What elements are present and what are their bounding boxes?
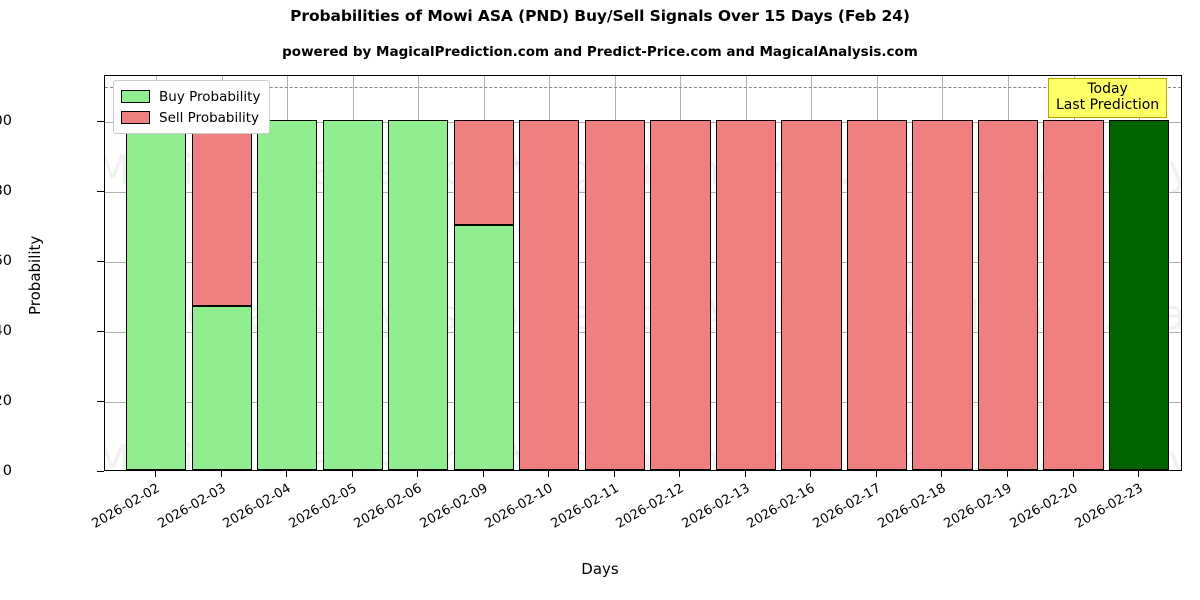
x-axis-tick-label: 2026-02-06 <box>351 481 425 532</box>
bar-segment[interactable] <box>519 119 580 470</box>
bar-group[interactable] <box>650 76 711 470</box>
x-axis-tick-label: 2026-02-23 <box>1072 481 1146 532</box>
bar-segment[interactable] <box>257 119 318 470</box>
y-axis-tick-label: 40 <box>0 322 12 339</box>
y-axis-tick-mark <box>97 330 104 332</box>
bar-segment[interactable] <box>388 119 449 470</box>
bar-segment[interactable] <box>846 119 908 470</box>
y-axis-tick-mark <box>97 120 104 122</box>
x-axis-tick-mark <box>482 471 484 477</box>
x-axis-tick-mark <box>1072 471 1074 477</box>
bar-segment[interactable] <box>977 119 1039 470</box>
chart-title: Probabilities of Mowi ASA (PND) Buy/Sell… <box>290 7 910 25</box>
x-axis-tick-mark <box>810 471 812 477</box>
bar-group[interactable] <box>977 76 1039 470</box>
x-axis-tick-mark <box>286 471 288 477</box>
x-axis-tick-label: 2026-02-12 <box>613 481 687 532</box>
bar-group[interactable] <box>453 76 514 470</box>
bar-segment[interactable] <box>781 119 842 470</box>
legend-item[interactable]: Sell Probability <box>121 107 260 128</box>
x-axis-tick-mark <box>220 471 222 477</box>
x-axis-tick-mark <box>1007 471 1009 477</box>
bar-segment[interactable] <box>453 224 514 470</box>
y-axis-tick-mark <box>97 400 104 402</box>
y-axis-tick-mark <box>97 190 104 192</box>
bar-segment[interactable] <box>125 119 187 470</box>
x-axis-tick-mark <box>679 471 681 477</box>
y-axis-tick-label: 20 <box>0 392 12 409</box>
bar-segment[interactable] <box>453 119 514 225</box>
bar-segment[interactable] <box>715 119 777 470</box>
bar-group[interactable] <box>715 76 777 470</box>
bar-group[interactable] <box>322 76 383 470</box>
x-axis-tick-label: 2026-02-18 <box>876 481 949 532</box>
bar-segment[interactable] <box>584 119 645 470</box>
bar-group[interactable] <box>257 76 318 470</box>
today-annotation: Today Last Prediction <box>1048 78 1168 119</box>
bar-group[interactable] <box>191 76 252 470</box>
limit-reference-line <box>105 86 1181 88</box>
legend-item-label: Sell Probability <box>159 109 260 126</box>
bar-group[interactable] <box>912 76 973 470</box>
x-axis-tick-mark <box>351 471 353 477</box>
bar-group[interactable] <box>1043 76 1104 470</box>
y-axis-tick-mark <box>97 471 104 472</box>
legend-item[interactable]: Buy Probability <box>121 86 260 107</box>
x-axis-tick-mark <box>744 471 746 477</box>
legend-swatch-icon <box>121 90 150 103</box>
legend: Buy Probability Sell Probability <box>113 80 271 134</box>
x-axis-tick-label: 2026-02-10 <box>482 481 556 532</box>
bar-segment[interactable] <box>1108 119 1170 470</box>
x-axis-tick-label: 2026-02-16 <box>744 481 818 532</box>
x-axis-tick-mark <box>613 471 615 477</box>
x-axis-tick-mark <box>548 471 550 477</box>
x-axis-tick-mark <box>1138 471 1140 477</box>
x-axis-label: Days <box>581 560 619 578</box>
bar-group[interactable] <box>125 76 187 470</box>
bar-segment[interactable] <box>912 119 973 470</box>
bar-segment[interactable] <box>1043 119 1104 470</box>
y-axis-tick-label: 100 <box>0 112 12 129</box>
bar-group[interactable] <box>388 76 449 470</box>
plot-area: MagicalAnalysis.comMagicalAnalysis.comMa… <box>104 75 1182 471</box>
chart-subtitle: powered by MagicalPrediction.com and Pre… <box>282 44 918 60</box>
y-axis-tick-label: 60 <box>0 252 12 269</box>
today-annotation-line2: Last Prediction <box>1056 96 1160 113</box>
bar-group[interactable] <box>846 76 908 470</box>
y-axis-tick-label: 80 <box>0 182 12 199</box>
bar-segment[interactable] <box>191 306 252 470</box>
today-annotation-line1: Today <box>1087 81 1128 97</box>
x-axis-tick-label: 2026-02-02 <box>89 481 163 532</box>
legend-swatch-icon <box>121 111 150 124</box>
bar-segment[interactable] <box>650 119 711 470</box>
y-axis-tick-label: 0 <box>2 463 12 479</box>
x-axis-tick-mark <box>875 471 877 477</box>
bar-group[interactable] <box>519 76 580 470</box>
x-axis-tick-label: 2026-02-04 <box>220 481 294 532</box>
x-axis-tick-mark <box>155 471 157 477</box>
bar-group[interactable] <box>1108 76 1170 470</box>
y-axis-tick-mark <box>97 260 104 262</box>
bar-group[interactable] <box>781 76 842 470</box>
bar-group[interactable] <box>584 76 645 470</box>
x-axis-tick-mark <box>417 471 419 477</box>
x-axis-tick-mark <box>941 471 943 477</box>
bar-segment[interactable] <box>191 119 252 307</box>
legend-item-label: Buy Probability <box>159 88 261 105</box>
y-axis-label: Probability <box>26 235 44 315</box>
bar-segment[interactable] <box>322 119 383 470</box>
